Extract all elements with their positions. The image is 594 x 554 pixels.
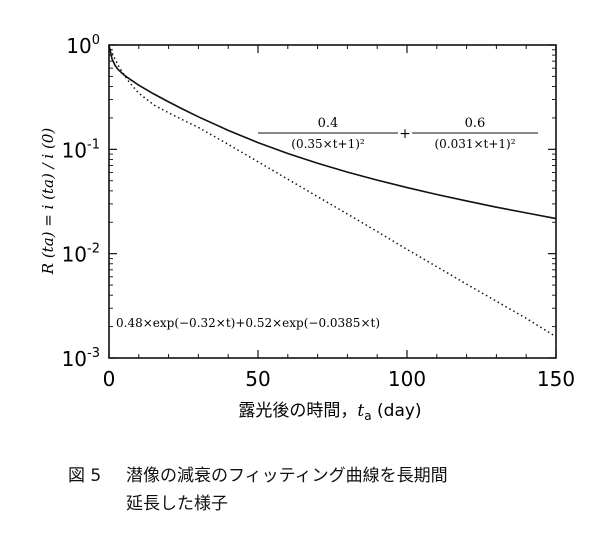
x-axis: 0 50 100 150: [103, 45, 575, 391]
plot-area: 0 50 100 150 100 10-1 10-2 10-3 0.4 (0.35×t+1)²…: [39, 33, 575, 423]
caption-text-2: 延長した様子: [126, 494, 228, 514]
x-tick-label: 0: [103, 367, 116, 391]
formula-denominator: (0.35×t+1)²: [291, 137, 365, 151]
annotations: 0.4 (0.35×t+1)² 0.6 (0.031×t+1)² +0.48×exp(−…: [116, 116, 538, 330]
curves: [108, 44, 557, 338]
y-axis: 100 10-1 10-2 10-3: [62, 33, 556, 371]
y-axis-title: R (ta) = i (ta) / i (0): [39, 128, 57, 276]
dotted-fit-curve: [108, 44, 557, 338]
x-axis-label: 露光後の時間，ta (day): [238, 401, 421, 423]
x-axis-title: 露光後の時間，ta (day): [238, 401, 421, 423]
caption-figure-number: 図 5: [68, 466, 102, 486]
exp-formula-label: 0.48×exp(−0.32×t)+0.52×exp(−0.0385×t): [116, 316, 380, 330]
y-tick-label: 100: [66, 33, 100, 58]
formula-numerator: 0.4: [318, 116, 339, 131]
y-tick-label: 10-3: [62, 346, 100, 371]
y-tick-label: 10-2: [62, 242, 100, 267]
x-tick-label: 100: [388, 367, 426, 391]
caption-text-1: 潜像の減衰のフィッティング曲線を長期間: [126, 466, 448, 486]
x-tick-label: 50: [245, 367, 270, 391]
y-axis-label: R (ta) = i (ta) / i (0): [39, 128, 57, 276]
formula-numerator: 0.6: [465, 116, 486, 131]
formula-denominator: (0.031×t+1)²: [434, 137, 515, 151]
plot-frame: [108, 44, 557, 359]
caption-line-1: 図 5 潜像の減衰のフィッティング曲線を長期間: [68, 462, 448, 490]
x-tick-label: 150: [537, 367, 575, 391]
formula-plus: +: [399, 126, 411, 142]
solid-fit-curve: [108, 44, 557, 220]
y-tick-label: 10-1: [62, 137, 100, 162]
figure-caption: 図 5 潜像の減衰のフィッティング曲線を長期間 延長した様子: [68, 462, 448, 518]
